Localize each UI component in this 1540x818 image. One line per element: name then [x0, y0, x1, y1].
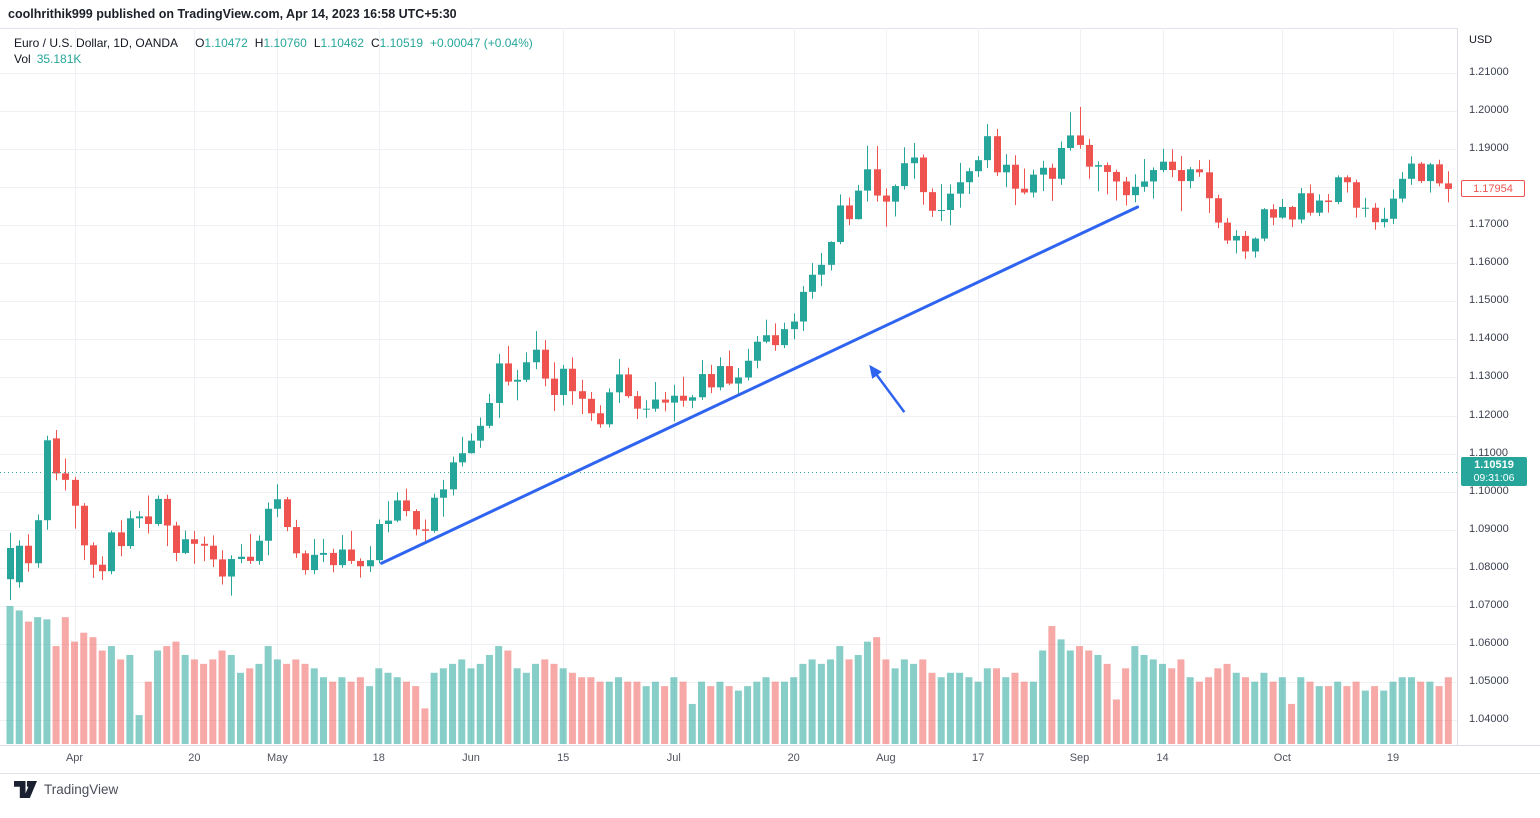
high-value: 1.10760 — [263, 36, 307, 50]
bar-countdown: 09:31:06 — [1473, 471, 1515, 484]
current-price-value: 1.10519 — [1474, 458, 1514, 471]
time-tick-label: Sep — [1069, 752, 1090, 764]
time-tick-label: Oct — [1273, 752, 1291, 764]
price-tick-label: 1.14000 — [1469, 332, 1509, 345]
last-price-label: 1.17954 — [1461, 179, 1525, 197]
currency-label: USD — [1469, 34, 1493, 46]
chart-legend: Euro / U.S. Dollar, 1D, OANDA O1.10472 H1.… — [14, 35, 533, 67]
open-value: 1.10472 — [204, 36, 248, 50]
price-tick-label: 1.05000 — [1469, 674, 1509, 687]
high-label: H — [254, 36, 264, 50]
price-tick-label: 1.12000 — [1469, 408, 1509, 421]
trendline-drawing[interactable] — [380, 205, 1140, 565]
price-axis[interactable]: USD 1.210001.200001.190001.180001.170001… — [1457, 28, 1540, 772]
time-tick-label: Jun — [462, 752, 480, 764]
tradingview-brand-text[interactable]: TradingView — [44, 782, 119, 797]
time-tick-label: 18 — [372, 752, 385, 764]
price-tick-label: 1.17000 — [1469, 218, 1509, 231]
tradingview-attribution[interactable]: TradingView — [14, 781, 118, 798]
price-tick-label: 1.13000 — [1469, 370, 1509, 383]
volume-bars — [6, 606, 1452, 744]
open-label: O — [195, 36, 205, 50]
price-tick-label: 1.06000 — [1469, 636, 1509, 649]
time-tick-label: 15 — [557, 752, 570, 764]
volume-value: 35.181K — [36, 52, 82, 66]
time-axis[interactable]: Apr 20 May 18 Jun 15 Jul 20 Aug 17 Sep 14 Oct 19 — [0, 745, 1540, 774]
publisher-line: coolhrithik999 published on TradingView.… — [8, 7, 457, 21]
price-tick-label: 1.10000 — [1469, 484, 1509, 497]
candlesticks — [7, 106, 1452, 601]
price-tick-label: 1.04000 — [1469, 713, 1509, 726]
arrow-drawing[interactable] — [871, 368, 906, 413]
close-value: 1.10519 — [379, 36, 423, 50]
price-tick-label: 1.21000 — [1469, 66, 1509, 78]
time-tick-label: 19 — [1386, 752, 1400, 764]
change-value: +0.00047 (+0.04%) — [430, 36, 533, 50]
symbol-title: Euro / U.S. Dollar, 1D, OANDA — [14, 36, 179, 50]
price-tick-label: 1.15000 — [1469, 294, 1509, 307]
price-tick-label: 1.11000 — [1469, 446, 1508, 459]
grid-layer — [0, 28, 1457, 745]
time-tick-label: 14 — [1156, 752, 1169, 764]
price-tick-label: 1.08000 — [1469, 560, 1509, 573]
time-tick-label: Apr — [65, 752, 84, 764]
price-tick-label: 1.20000 — [1469, 104, 1509, 117]
low-value: 1.10462 — [320, 36, 364, 50]
low-label: L — [313, 36, 321, 50]
time-tick-label: Jul — [666, 752, 681, 764]
price-tick-label: 1.07000 — [1469, 598, 1509, 611]
price-tick-label: 1.16000 — [1469, 256, 1509, 269]
time-tick-label: 17 — [971, 752, 985, 764]
close-label: C — [370, 36, 380, 50]
legend-symbol-row: Euro / U.S. Dollar, 1D, OANDA O1.10472 H1.… — [14, 35, 533, 51]
volume-label: Vol — [14, 52, 31, 66]
snapshot-header: coolhrithik999 published on TradingView.… — [0, 0, 1540, 29]
time-tick-label: 20 — [787, 752, 800, 764]
time-tick-label: May — [266, 752, 288, 764]
time-tick-label: Aug — [876, 752, 896, 764]
arrow-head-icon[interactable] — [869, 364, 882, 379]
price-tick-label: 1.19000 — [1469, 142, 1509, 155]
time-tick-label: 20 — [188, 752, 201, 764]
tradingview-logo-icon[interactable] — [14, 781, 37, 798]
current-price-label: 1.10519 09:31:06 — [1461, 456, 1527, 486]
price-tick-label: 1.09000 — [1469, 522, 1509, 535]
legend-volume-row: Vol 35.181K — [14, 51, 533, 67]
